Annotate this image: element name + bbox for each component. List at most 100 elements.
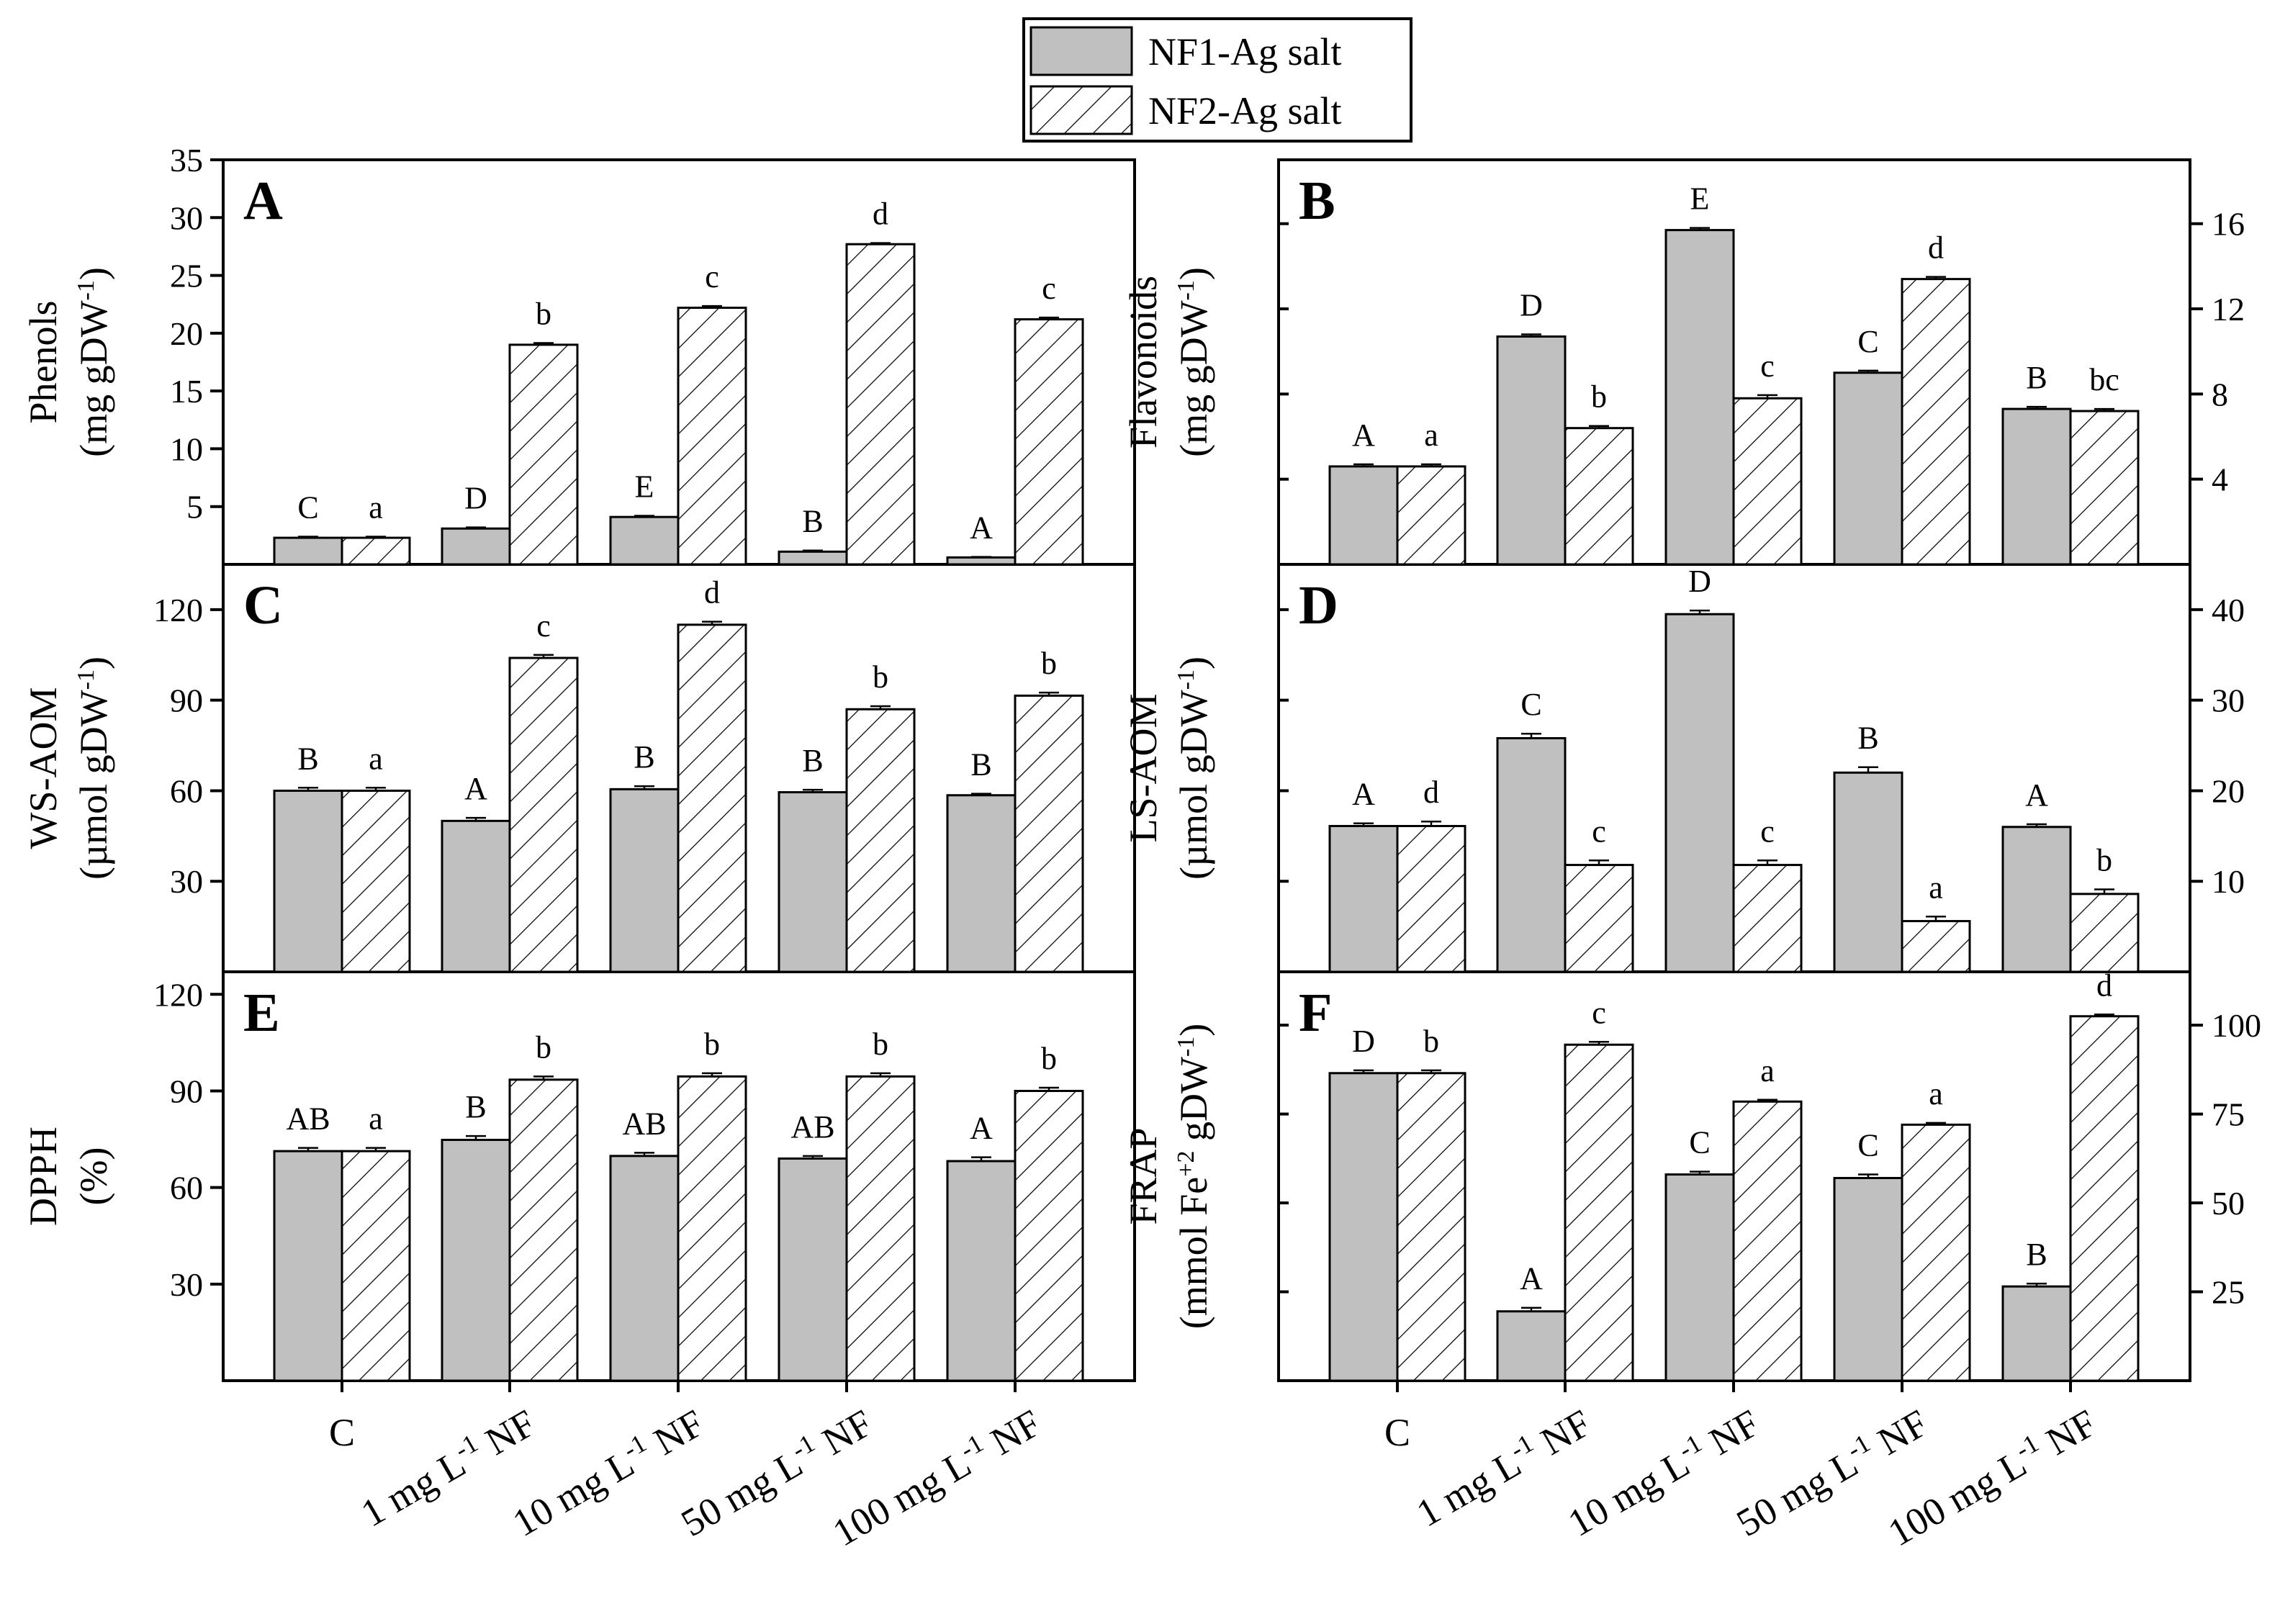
- bar-nf2-d-3: [1901, 920, 1971, 973]
- significance-label: C: [1520, 687, 1541, 722]
- bar-nf1-e-3: [778, 1157, 848, 1382]
- y-axis-title-c: WS-AOM: [22, 687, 65, 849]
- bar-nf1-c-0: [273, 789, 343, 973]
- bar-nf2-b-4: [2069, 410, 2140, 566]
- bar-nf1-b-0: [1328, 465, 1399, 566]
- y-axis-title-b: Flavonoids: [1122, 276, 1165, 448]
- significance-label: b: [1041, 1041, 1057, 1076]
- panel-e: E 30 60 90 120 DPPH (%) AB B AB AB Aa b b b b: [22, 976, 1084, 1392]
- y-tick-label: 100: [2212, 1007, 2261, 1044]
- y-tick-label: 40: [2212, 592, 2245, 628]
- y-tick-label: 75: [2212, 1096, 2245, 1133]
- y-axis-unit-a: (mg gDW-1): [72, 267, 115, 457]
- bar-nf2-f-2: [1732, 1100, 1803, 1382]
- significance-label: b: [873, 659, 888, 695]
- bar-nf1-c-2: [609, 788, 680, 973]
- bar-nf2-e-0: [341, 1150, 411, 1382]
- significance-label: AB: [286, 1101, 330, 1137]
- bar-nf2-f-3: [1901, 1123, 1971, 1382]
- significance-label: d: [1928, 230, 1944, 266]
- significance-label: A: [970, 510, 993, 546]
- significance-label: AB: [622, 1106, 666, 1141]
- bar-nf2-b-0: [1396, 465, 1466, 566]
- significance-label: A: [1352, 418, 1375, 453]
- significance-label: C: [1857, 1128, 1878, 1163]
- significance-label: AB: [790, 1109, 834, 1145]
- y-tick-label: 90: [170, 1073, 203, 1109]
- bar-nf1-d-2: [1664, 613, 1735, 973]
- bar-nf1-a-2: [609, 515, 680, 566]
- significance-label: A: [1520, 1261, 1543, 1296]
- bar-nf1-d-4: [2001, 826, 2072, 973]
- legend: NF1-Ag salt NF2-Ag salt: [1022, 17, 1412, 143]
- y-tick-label: 30: [170, 863, 203, 900]
- y-tick-label: 25: [170, 258, 203, 294]
- bar-nf2-c-4: [1014, 694, 1084, 973]
- y-tick-label: 4: [2212, 461, 2228, 498]
- y-axis-unit-c: (µmol gDW-1): [72, 657, 115, 880]
- bar-nf1-a-1: [441, 527, 511, 566]
- significance-label: B: [970, 747, 991, 782]
- significance-label: C: [1857, 324, 1878, 359]
- significance-label: a: [1929, 870, 1943, 905]
- bar-nf2-e-2: [677, 1075, 747, 1382]
- y-tick-label: 60: [170, 772, 203, 809]
- significance-label: B: [297, 741, 318, 776]
- y-tick-label: 15: [170, 373, 203, 410]
- significance-label: C: [297, 490, 318, 525]
- significance-label: c: [536, 608, 551, 644]
- significance-label: c: [1592, 995, 1606, 1030]
- bar-nf2-c-0: [341, 789, 411, 973]
- bar-nf1-f-3: [1833, 1176, 1903, 1382]
- significance-label: a: [369, 490, 383, 525]
- y-tick-label: 60: [170, 1170, 203, 1206]
- significance-label: D: [1688, 564, 1711, 599]
- legend-swatch-nf2: [1029, 85, 1133, 135]
- significance-label: A: [2025, 777, 2048, 813]
- panel-d: D 10 20 30 40 LS-AOM (µmol gDW-1) A C D B Ad c c a b: [1122, 564, 2245, 973]
- bar-nf2-c-1: [508, 657, 579, 973]
- significance-label: c: [1042, 271, 1056, 306]
- significance-label: A: [464, 771, 487, 806]
- bar-nf2-d-2: [1732, 864, 1803, 973]
- panel-letter-f: F: [1299, 983, 1332, 1043]
- bar-nf2-d-0: [1396, 824, 1466, 973]
- y-tick-label: 5: [186, 489, 203, 525]
- bar-nf1-e-1: [441, 1138, 511, 1382]
- significance-label: d: [1423, 775, 1439, 810]
- significance-label: D: [1520, 288, 1543, 323]
- bar-nf1-d-0: [1328, 824, 1399, 973]
- y-axis-unit-d: (µmol gDW-1): [1172, 657, 1215, 880]
- significance-label: E: [1690, 181, 1710, 217]
- bar-nf1-a-3: [778, 550, 848, 566]
- significance-label: c: [705, 259, 719, 294]
- significance-label: E: [635, 469, 654, 505]
- significance-label: b: [1423, 1024, 1439, 1059]
- y-tick-label: 16: [2212, 206, 2245, 243]
- y-tick-label: 8: [2212, 376, 2228, 412]
- bar-nf2-a-4: [1014, 318, 1084, 566]
- significance-label: D: [1352, 1024, 1375, 1059]
- significance-label: b: [2096, 843, 2112, 878]
- y-axis-title-d: LS-AOM: [1122, 693, 1165, 842]
- bar-nf2-a-1: [508, 343, 579, 566]
- bar-nf1-c-1: [441, 819, 511, 973]
- significance-label: D: [464, 481, 487, 516]
- significance-label: bc: [2089, 362, 2119, 397]
- y-tick-label: 30: [2212, 682, 2245, 719]
- legend-box: [1022, 17, 1412, 143]
- panel-f: F 25 50 75 100 FRAP(mmol Fe+2 gDW-1) D A C C Bb c a a…: [1122, 967, 2261, 1392]
- y-tick-label: 10: [2212, 863, 2245, 900]
- significance-label: b: [536, 297, 551, 332]
- y-axis-unit-f: (mmol Fe+2 gDW-1): [1172, 1024, 1215, 1329]
- significance-label: A: [970, 1111, 993, 1146]
- y-tick-label: 20: [170, 315, 203, 352]
- y-axis-title-a: Phenols: [22, 300, 65, 423]
- bar-nf2-e-4: [1014, 1089, 1084, 1382]
- bar-nf2-d-4: [2069, 893, 2140, 973]
- y-tick-label: 25: [2212, 1274, 2245, 1311]
- bar-nf2-a-3: [845, 243, 916, 566]
